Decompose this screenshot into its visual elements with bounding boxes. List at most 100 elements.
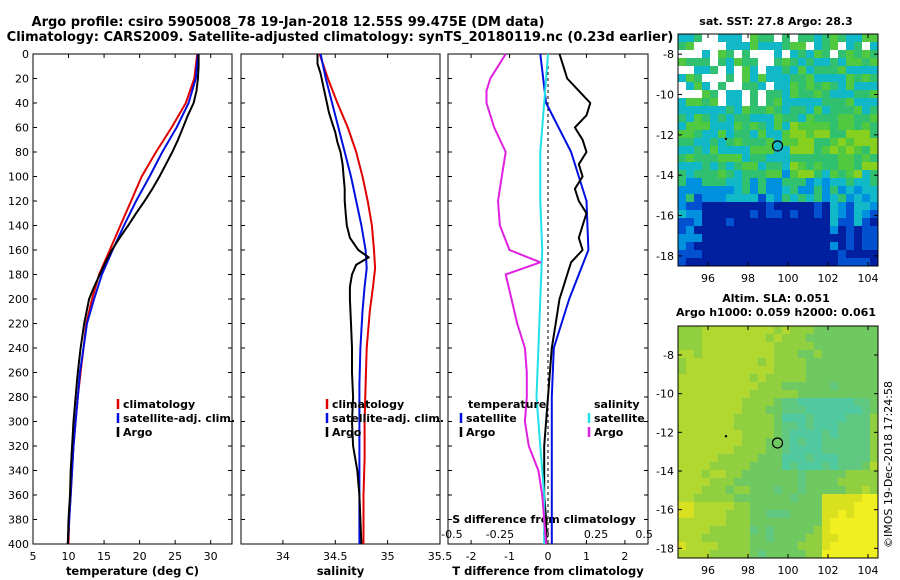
depth-tick-label: 260 <box>8 367 29 380</box>
map-cell <box>790 526 798 534</box>
map-cell <box>830 334 838 342</box>
map-cell <box>686 550 694 558</box>
map-cell <box>726 202 734 210</box>
map-cell <box>790 74 798 82</box>
map-cell <box>854 42 862 50</box>
map-cell <box>830 438 838 446</box>
map-cell <box>854 422 862 430</box>
map-cell <box>702 398 710 406</box>
series-line-t-satellite <box>539 53 590 544</box>
map-cell <box>838 454 846 462</box>
map-cell <box>814 74 822 82</box>
map-cell <box>710 470 718 478</box>
map-cell <box>750 510 758 518</box>
map-cell <box>870 478 878 486</box>
map-cell <box>846 138 854 146</box>
map-cell <box>742 178 750 186</box>
map-cell <box>798 518 806 526</box>
map-frame <box>677 33 879 267</box>
map-cell <box>750 234 758 242</box>
map-cell <box>806 114 814 122</box>
map-cell <box>790 146 798 154</box>
map-cell <box>830 82 838 90</box>
map-cell <box>678 470 686 478</box>
map-cell <box>790 42 798 50</box>
map-cell <box>782 366 790 374</box>
map-cell <box>734 470 742 478</box>
map-cell <box>790 202 798 210</box>
map-cell <box>710 170 718 178</box>
map-cell <box>814 90 822 98</box>
map-cell <box>726 58 734 66</box>
map-cell <box>782 390 790 398</box>
map-cell <box>806 326 814 334</box>
series-line-s-argo <box>485 53 548 545</box>
map-cell <box>798 454 806 462</box>
map-cell <box>814 146 822 154</box>
map-cell <box>766 194 774 202</box>
map-cell <box>806 494 814 502</box>
map-cell <box>782 42 790 50</box>
map-cell <box>814 470 822 478</box>
map-cell <box>822 382 830 390</box>
map-cell <box>814 154 822 162</box>
map-cell <box>862 234 870 242</box>
map-cell <box>790 58 798 66</box>
map-cell <box>838 178 846 186</box>
map-cell <box>710 366 718 374</box>
map-cell <box>806 90 814 98</box>
map-cell <box>734 154 742 162</box>
map-cell <box>862 34 870 42</box>
map-cell <box>774 250 782 258</box>
map-cell <box>806 226 814 234</box>
map-cell <box>846 178 854 186</box>
map-cell <box>694 106 702 114</box>
lon-tick-label: 100 <box>778 272 799 285</box>
map-cell <box>742 518 750 526</box>
map-cell <box>750 526 758 534</box>
map-cell <box>830 422 838 430</box>
map-cell <box>854 414 862 422</box>
map-cell <box>710 114 718 122</box>
map-cell <box>782 438 790 446</box>
map-cell <box>758 42 766 50</box>
map-cell <box>806 98 814 106</box>
map-cell <box>854 138 862 146</box>
map-cell <box>862 170 870 178</box>
title-line-2: Climatology: CARS2009. Satellite-adjuste… <box>7 30 674 45</box>
map-cell <box>854 106 862 114</box>
map-cell <box>806 462 814 470</box>
map-cell <box>678 502 686 510</box>
map-cell <box>774 170 782 178</box>
depth-tick-label: 360 <box>8 489 29 502</box>
map-cell <box>806 250 814 258</box>
map-cell <box>718 414 726 422</box>
lat-tick-label: -12 <box>656 426 674 439</box>
map-cell <box>686 154 694 162</box>
lat-tick-label: -18 <box>656 542 674 555</box>
map-cell <box>870 502 878 510</box>
map-cell <box>774 398 782 406</box>
map-cell <box>870 162 878 170</box>
map-cell <box>694 390 702 398</box>
map-cell <box>846 478 854 486</box>
map-cell <box>750 178 758 186</box>
map-cell <box>742 334 750 342</box>
map-cell <box>846 66 854 74</box>
map-cell <box>710 390 718 398</box>
map-cell <box>718 462 726 470</box>
map-cell <box>750 138 758 146</box>
map-cell <box>838 218 846 226</box>
map-cell <box>742 494 750 502</box>
map-cell <box>782 518 790 526</box>
map-cell <box>806 382 814 390</box>
map-cell <box>774 454 782 462</box>
map-cell <box>774 518 782 526</box>
map-cell <box>758 382 766 390</box>
map-cell <box>718 250 726 258</box>
map-cell <box>710 534 718 542</box>
map-cell <box>846 454 854 462</box>
map-cell <box>678 138 686 146</box>
map-cell <box>790 510 798 518</box>
map-cell <box>678 342 686 350</box>
